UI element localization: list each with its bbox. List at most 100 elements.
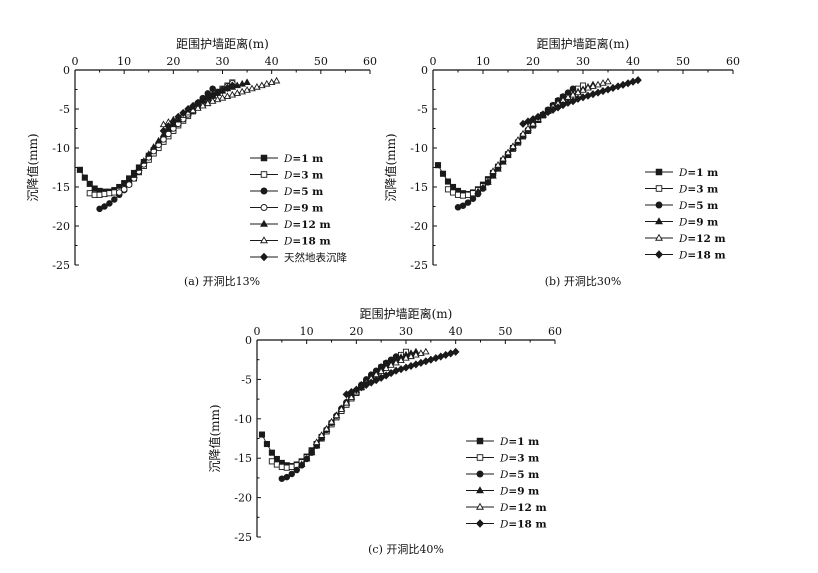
data-point	[164, 122, 173, 131]
data-point	[352, 385, 361, 394]
data-point	[362, 380, 371, 389]
data-point	[189, 106, 197, 114]
x-tick-label: 60	[548, 325, 562, 338]
data-point	[514, 136, 522, 143]
data-point	[579, 86, 587, 93]
legend-marker	[260, 154, 268, 162]
data-point	[499, 154, 507, 162]
y-tick-label: 0	[421, 64, 428, 77]
legend-label-value: =3 m	[292, 170, 323, 182]
y-tick-label: -25	[234, 531, 252, 544]
data-point	[332, 411, 341, 419]
data-point	[464, 199, 472, 206]
data-point	[459, 202, 467, 209]
legend-label-value: =3 m	[687, 184, 718, 196]
data-point	[135, 164, 143, 171]
data-point	[509, 142, 517, 149]
x-tick-label: 30	[216, 55, 230, 68]
x-tick-label: 20	[526, 55, 540, 68]
legend-entry: D=1 m	[466, 436, 539, 448]
x-tick-label: 0	[254, 325, 261, 338]
legend-entry: D=18 m	[250, 236, 331, 248]
x-tick-label: 60	[726, 55, 740, 68]
data-point	[544, 108, 552, 117]
legend-label-variable: D	[499, 436, 509, 448]
legend-label-variable: D	[499, 502, 509, 514]
legend-entry: D=1 m	[645, 167, 718, 179]
data-point	[258, 431, 266, 438]
data-point	[273, 461, 280, 468]
data-point	[273, 455, 280, 463]
data-point	[397, 356, 405, 364]
data-point	[519, 119, 527, 128]
data-point	[367, 378, 376, 387]
legend-marker	[476, 454, 484, 461]
x-tick-label: 50	[314, 55, 328, 68]
data-point	[534, 112, 542, 121]
legend-label: D=9 m	[678, 217, 718, 229]
data-point	[297, 460, 306, 468]
legend-entry: D=3 m	[645, 184, 718, 196]
data-point	[208, 90, 217, 100]
data-point	[317, 431, 326, 438]
legend-entry: D=9 m	[645, 217, 718, 229]
legend-entry: D=5 m	[250, 186, 323, 198]
legend-marker	[655, 233, 663, 241]
data-point	[504, 148, 512, 156]
legend-marker	[259, 252, 269, 262]
legend-label-value: =9 m	[292, 203, 323, 215]
y-tick-label: -20	[234, 492, 252, 505]
data-point	[293, 466, 300, 474]
legend-entry: 天然地表沉降	[250, 251, 347, 264]
data-point	[76, 166, 83, 173]
data-point	[494, 164, 502, 172]
legend-label: D=1 m	[283, 153, 323, 165]
legend-marker	[260, 171, 268, 178]
data-point	[449, 183, 457, 191]
legend-label: D=18 m	[283, 236, 331, 248]
legend-label-value: =1 m	[508, 436, 539, 448]
legend-label: D=18 m	[499, 519, 547, 531]
y-tick-label: -25	[410, 259, 428, 272]
data-point	[484, 178, 492, 185]
data-point	[91, 191, 98, 198]
data-point	[283, 473, 291, 481]
data-point	[184, 104, 192, 114]
data-point	[86, 180, 93, 187]
data-point	[382, 371, 390, 380]
y-tick-label: -20	[410, 220, 428, 233]
panel-b: 0 10 20 30 40 50 60 0 -5 -10 -15 -20 -25 距围护墙距离(m) 沉降值…	[383, 36, 740, 288]
y-tick-label: -5	[59, 103, 70, 116]
data-point	[174, 112, 183, 121]
data-point	[377, 373, 385, 382]
data-point	[524, 117, 532, 126]
legend-label: D=5 m	[283, 186, 323, 198]
legend-label: D=12 m	[499, 502, 547, 514]
data-point	[574, 88, 582, 96]
data-point	[451, 347, 460, 356]
data-point	[213, 88, 222, 97]
legend-label-value: =3 m	[508, 453, 539, 465]
data-point	[268, 458, 275, 465]
data-point	[469, 195, 477, 202]
data-point	[459, 192, 467, 199]
y-tick-label: -10	[234, 413, 252, 426]
data-point	[199, 101, 207, 109]
data-point	[263, 440, 270, 448]
legend-marker	[654, 250, 664, 259]
legend-label-value: =5 m	[292, 186, 323, 198]
x-tick-label: 50	[498, 325, 512, 338]
data-point	[86, 190, 93, 197]
data-point	[96, 191, 103, 198]
data-point	[529, 119, 537, 127]
series-D=18 m	[342, 347, 460, 399]
legend-label-variable: D	[283, 153, 293, 165]
legend-label-variable: D	[678, 167, 688, 179]
legend-label-variable: D	[499, 469, 509, 481]
legend-marker	[655, 185, 663, 192]
data-point	[130, 171, 138, 178]
legend-label-variable: D	[283, 203, 293, 215]
data-point	[494, 161, 502, 168]
data-point	[115, 189, 123, 196]
